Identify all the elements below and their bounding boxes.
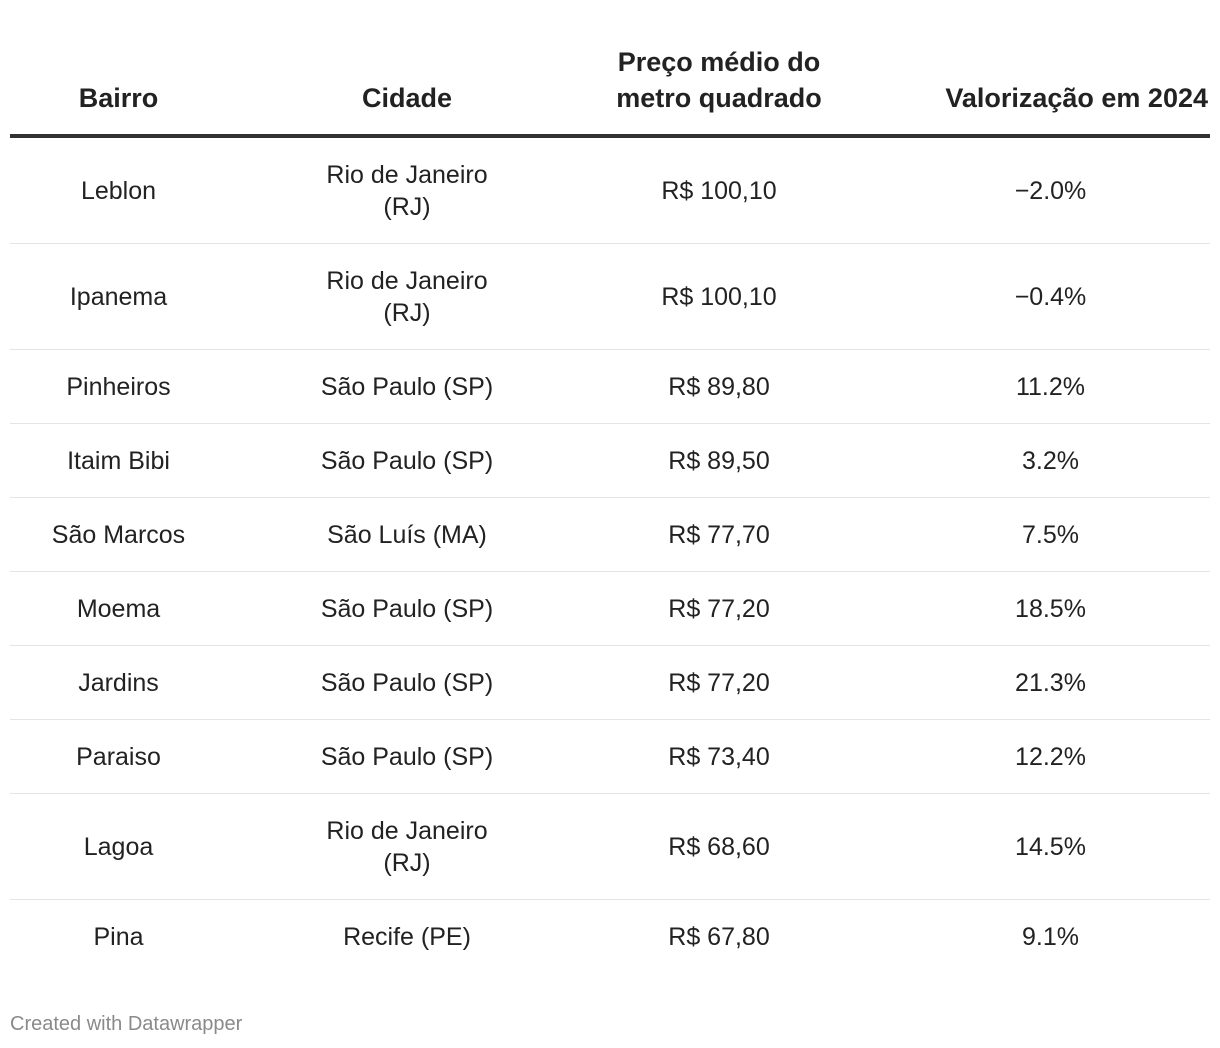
table-row: Pina Recife (PE) R$ 67,80 9.1% xyxy=(10,900,1210,974)
table-row: Lagoa Rio de Janeiro (RJ) R$ 68,60 14.5% xyxy=(10,793,1210,900)
cell-preco: R$ 89,50 xyxy=(587,423,851,498)
table-row: Jardins São Paulo (SP) R$ 77,20 21.3% xyxy=(10,645,1210,720)
column-header-preco-line1: Preço médio do xyxy=(617,47,821,77)
cidade-text: São Paulo (SP) xyxy=(320,594,494,623)
header-row: Bairro Cidade Preço médio do metro quadr… xyxy=(10,40,1210,138)
cell-valorizacao: −0.4% xyxy=(851,243,1210,350)
cell-cidade: Recife (PE) xyxy=(227,900,587,974)
table-body: Leblon Rio de Janeiro (RJ) R$ 100,10 −2.0% I… xyxy=(10,136,1210,973)
cell-preco: R$ 77,20 xyxy=(587,571,851,646)
cell-bairro: Paraiso xyxy=(10,719,227,794)
cidade-text: São Luís (MA) xyxy=(327,520,487,549)
cell-valorizacao: 21.3% xyxy=(851,645,1210,720)
cell-bairro: Leblon xyxy=(10,136,227,244)
cell-preco: R$ 89,80 xyxy=(587,349,851,424)
datawrapper-credit[interactable]: Created with Datawrapper xyxy=(10,1013,243,1035)
cell-cidade: São Paulo (SP) xyxy=(227,645,587,720)
cell-valorizacao: 9.1% xyxy=(1022,922,1079,951)
cell-bairro: Pinheiros xyxy=(10,349,227,424)
cell-preco: R$ 100,10 xyxy=(587,243,851,350)
cell-preco: R$ 100,10 xyxy=(587,136,851,244)
table-row: Pinheiros São Paulo (SP) R$ 89,80 11.2% xyxy=(10,349,1210,424)
column-header-preco-line2: metro quadrado xyxy=(616,83,822,113)
cidade-text: São Paulo (SP) xyxy=(320,372,494,401)
cidade-text: Rio de Janeiro (RJ) xyxy=(326,266,488,327)
cell-preco: R$ 77,20 xyxy=(587,645,851,720)
cell-bairro: Itaim Bibi xyxy=(10,423,227,498)
cell-preco: R$ 73,40 xyxy=(587,719,851,794)
table-row: São Marcos São Luís (MA) R$ 77,70 7.5% xyxy=(10,497,1210,572)
cidade-text: São Paulo (SP) xyxy=(320,446,494,475)
column-header-bairro[interactable]: Bairro xyxy=(10,40,227,138)
column-header-valorizacao[interactable]: Valorização em 2024 xyxy=(851,40,1210,138)
cidade-text: Rio de Janeiro (RJ) xyxy=(326,816,488,877)
cell-bairro: Jardins xyxy=(10,645,227,720)
cell-preco: R$ 67,80 xyxy=(668,922,770,951)
table-row: Itaim Bibi São Paulo (SP) R$ 89,50 3.2% xyxy=(10,423,1210,498)
column-header-preco[interactable]: Preço médio do metro quadrado xyxy=(587,40,851,138)
cell-cidade: São Paulo (SP) xyxy=(227,719,587,794)
cell-valorizacao: 7.5% xyxy=(851,497,1210,572)
cell-preco: R$ 77,70 xyxy=(587,497,851,572)
data-table: Bairro Cidade Preço médio do metro quadr… xyxy=(10,40,1210,973)
cell-cidade: São Paulo (SP) xyxy=(227,571,587,646)
data-table-container: Bairro Cidade Preço médio do metro quadr… xyxy=(10,40,1210,973)
cell-valorizacao: 14.5% xyxy=(851,793,1210,900)
cell-valorizacao: 3.2% xyxy=(851,423,1210,498)
cell-valorizacao: 18.5% xyxy=(851,571,1210,646)
cell-preco: R$ 68,60 xyxy=(587,793,851,900)
cell-bairro: Moema xyxy=(10,571,227,646)
cell-valorizacao: 11.2% xyxy=(851,349,1210,424)
table-row: Ipanema Rio de Janeiro (RJ) R$ 100,10 −0.4% xyxy=(10,243,1210,350)
table-row: Moema São Paulo (SP) R$ 77,20 18.5% xyxy=(10,571,1210,646)
cell-cidade: Rio de Janeiro (RJ) xyxy=(227,136,587,244)
cell-cidade: São Luís (MA) xyxy=(227,497,587,572)
cell-cidade: Rio de Janeiro (RJ) xyxy=(227,243,587,350)
cell-bairro: Pina xyxy=(93,922,144,951)
cidade-text: São Paulo (SP) xyxy=(320,742,494,771)
cell-cidade: Rio de Janeiro (RJ) xyxy=(227,793,587,900)
cell-bairro: Lagoa xyxy=(10,793,227,900)
cidade-text: Recife (PE) xyxy=(343,922,471,951)
cell-cidade: São Paulo (SP) xyxy=(227,423,587,498)
cell-bairro: São Marcos xyxy=(10,497,227,572)
column-header-cidade[interactable]: Cidade xyxy=(227,40,587,138)
cell-valorizacao: 12.2% xyxy=(851,719,1210,794)
table-row: Paraiso São Paulo (SP) R$ 73,40 12.2% xyxy=(10,719,1210,794)
cell-bairro: Ipanema xyxy=(10,243,227,350)
table-row: Leblon Rio de Janeiro (RJ) R$ 100,10 −2.0% xyxy=(10,136,1210,244)
cell-cidade: São Paulo (SP) xyxy=(227,349,587,424)
cell-valorizacao: −2.0% xyxy=(851,136,1210,244)
cidade-text: Rio de Janeiro (RJ) xyxy=(326,160,488,221)
table-header: Bairro Cidade Preço médio do metro quadr… xyxy=(10,40,1210,138)
cidade-text: São Paulo (SP) xyxy=(320,668,494,697)
